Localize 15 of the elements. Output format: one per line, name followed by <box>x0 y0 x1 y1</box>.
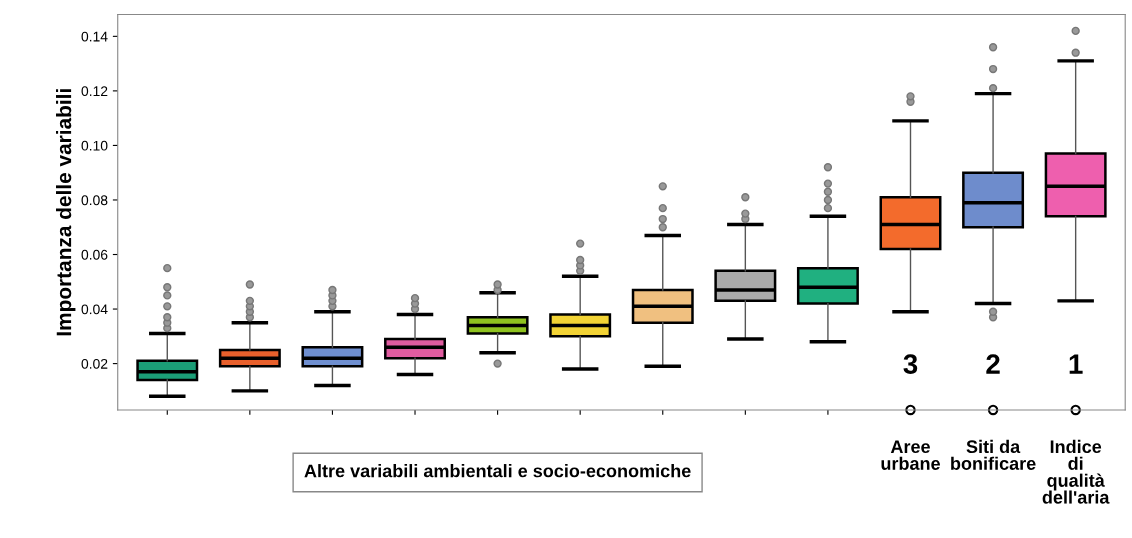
y-axis-title: Importanza delle variabili <box>56 89 76 336</box>
annotation: 1 <box>1069 354 1083 374</box>
y-tick-label: 0.14 <box>81 31 108 42</box>
annotation: 2 <box>986 354 1000 374</box>
y-tick-label: 0.06 <box>81 249 108 260</box>
y-tick-label: 0.10 <box>81 140 108 151</box>
x-tick-label: Indice di qualità dell'aria <box>1042 439 1110 504</box>
y-tick-label: 0.04 <box>81 304 108 315</box>
x-tick-label: Aree urbane <box>881 440 940 470</box>
annotation: 3 <box>903 354 918 374</box>
y-tick-label: 0.02 <box>81 358 108 369</box>
y-tick-label: 0.08 <box>81 195 108 206</box>
y-tick-label: 0.12 <box>81 86 108 97</box>
text: Altre variabili ambientali e socio-economiche <box>304 464 691 478</box>
x-tick-label: Siti da bonificare <box>951 439 1036 470</box>
